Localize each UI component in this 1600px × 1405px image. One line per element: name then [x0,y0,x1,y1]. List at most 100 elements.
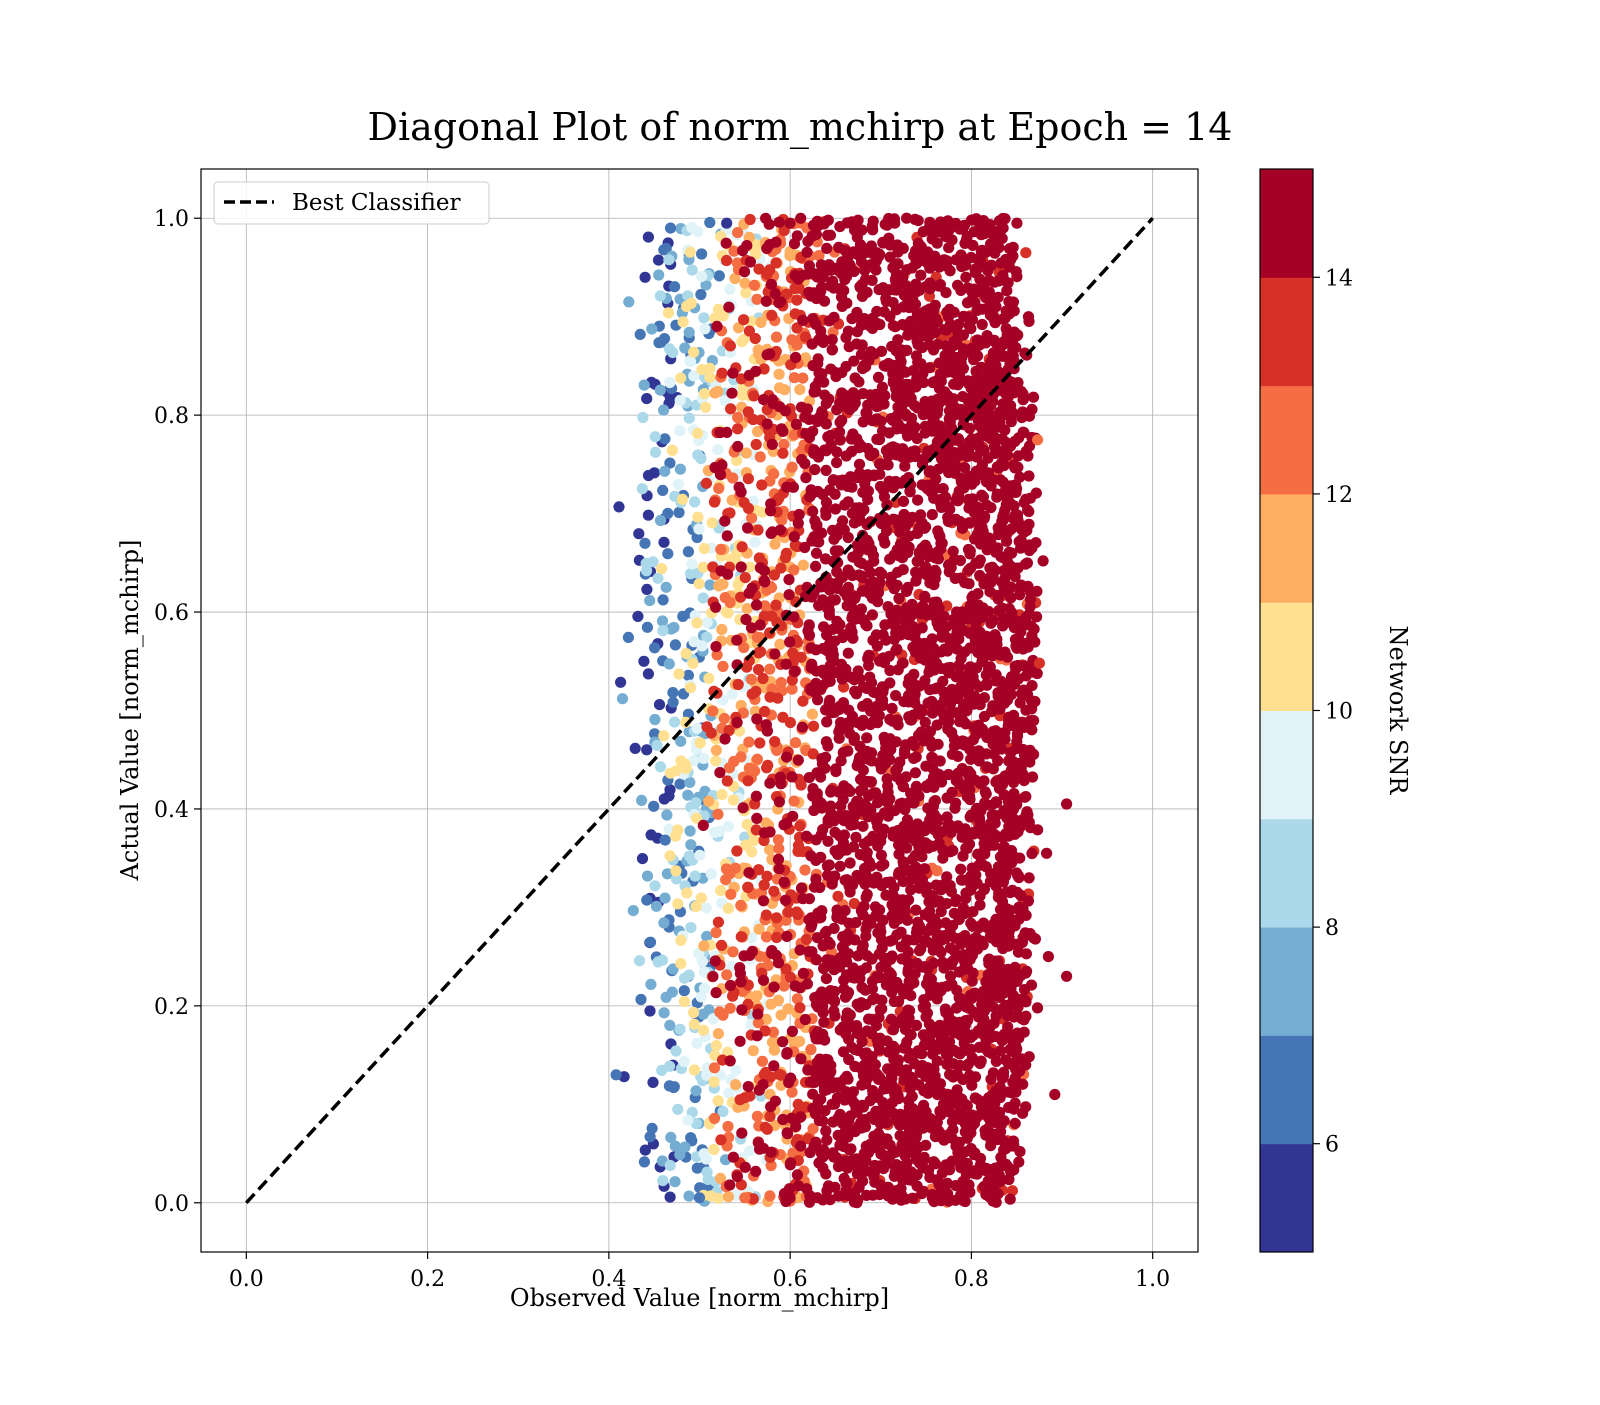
scatter-point-4328 [941,255,952,266]
scatter-point-4022 [948,1089,959,1100]
scatter-point-3597 [871,835,882,846]
scatter-point-1122 [752,754,763,765]
scatter-point-4685 [840,1126,851,1137]
scatter-point-4498 [908,710,919,721]
scatter-point-1497 [747,689,758,700]
scatter-point-3978 [860,985,871,996]
scatter-point-1192 [772,693,783,704]
scatter-point-828 [774,369,785,380]
scatter-point-4656 [880,219,891,230]
scatter-point-513 [665,850,676,861]
scatter-point-1511 [738,802,749,813]
scatter-point-292 [653,956,664,967]
scatter-point-4747 [951,775,962,786]
scatter-point-1471 [761,762,772,773]
scatter-point-4189 [841,361,852,372]
scatter-point-990 [725,889,736,900]
scatter-point-1665 [739,266,750,277]
scatter-point-1534 [714,767,725,778]
scatter-point-4620 [959,577,970,588]
scatter-point-4756 [985,1164,996,1175]
scatter-point-4558 [816,798,827,809]
scatter-point-4865 [816,905,827,916]
scatter-point-529 [679,996,690,1007]
scatter-point-4969 [935,755,946,766]
scatter-point-4819 [839,1074,850,1085]
scatter-point-3614 [981,788,992,799]
scatter-point-3078 [850,372,861,383]
scatter-point-1316 [709,496,720,507]
scatter-point-4889 [992,1134,1003,1145]
scatter-point-3724 [900,1041,911,1052]
scatter-point-398 [692,226,703,237]
scatter-point-842 [761,931,772,942]
scatter-point-1434 [791,906,802,917]
scatter-point-274 [655,290,666,301]
scatter-point-4636 [938,1135,949,1146]
scatter-point-2976 [1038,555,1049,566]
scatter-point-690 [774,382,785,393]
scatter-point-1648 [732,717,743,728]
scatter-point-486 [670,865,681,876]
scatter-point-4403 [1019,749,1030,760]
scatter-point-4433 [1017,520,1028,531]
scatter-point-890 [790,737,801,748]
scatter-point-45 [637,853,648,864]
scatter-point-4064 [807,313,818,324]
scatter-point-4107 [860,1078,871,1089]
scatter-point-2319 [808,448,819,459]
scatter-point-554 [685,682,696,693]
scatter-point-281 [664,343,675,354]
scatter-point-1594 [767,439,778,450]
scatter-point-1440 [722,775,733,786]
scatter-point-90 [683,546,694,557]
scatter-point-2821 [825,939,836,950]
scatter-point-592 [695,737,706,748]
scatter-point-233 [670,1141,681,1152]
scatter-point-4806 [897,319,908,330]
scatter-point-1115 [797,373,808,384]
scatter-point-1056 [719,713,730,724]
scatter-point-1431 [743,406,754,417]
scatter-point-4728 [857,874,868,885]
scatter-point-653 [794,384,805,395]
scatter-point-1050 [789,796,800,807]
scatter-point-4477 [986,1090,997,1101]
scatter-point-4002 [990,675,1001,686]
scatter-point-4633 [891,285,902,296]
scatter-point-46 [665,1192,676,1203]
scatter-point-27 [643,510,654,521]
scatter-point-627 [748,1045,759,1056]
scatter-point-4094 [911,849,922,860]
scatter-point-1483 [751,439,762,450]
scatter-point-472 [692,723,703,734]
scatter-point-4715 [846,446,857,457]
scatter-point-70 [657,485,668,496]
scatter-point-1685 [821,465,832,476]
scatter-point-1226 [717,368,728,379]
scatter-point-607 [716,789,727,800]
scatter-point-4802 [922,963,933,974]
scatter-point-3754 [995,474,1006,485]
scatter-point-4706 [827,876,838,887]
scatter-point-4822 [904,542,915,553]
scatter-point-102 [692,1163,703,1174]
scatter-point-1271 [736,931,747,942]
scatter-point-8 [638,656,649,667]
scatter-point-293 [690,797,701,808]
scatter-point-576 [696,364,707,375]
scatter-point-4767 [935,1029,946,1040]
scatter-point-4527 [887,935,898,946]
scatter-point-4828 [842,746,853,757]
scatter-point-4838 [824,859,835,870]
scatter-point-4692 [876,995,887,1006]
scatter-point-850 [715,544,726,555]
scatter-point-87 [639,1156,650,1167]
scatter-point-373 [749,537,760,548]
scatter-point-3900 [1028,715,1039,726]
scatter-point-98 [677,611,688,622]
scatter-point-3839 [852,232,863,243]
scatter-point-4333 [935,216,946,227]
scatter-point-1547 [722,530,733,541]
scatter-point-4522 [992,542,1003,553]
